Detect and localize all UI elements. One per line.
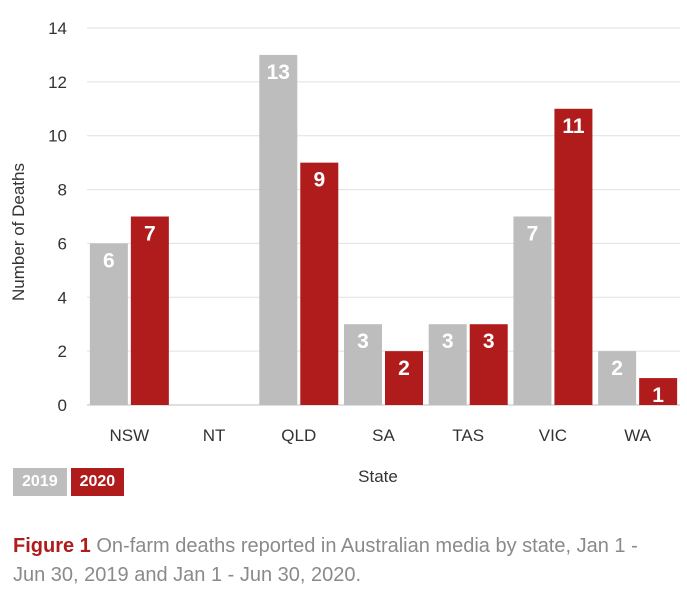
x-tick-label: QLD — [281, 426, 316, 445]
x-tick-label: NSW — [110, 426, 150, 445]
data-label: 7 — [527, 223, 539, 246]
data-label: 1 — [652, 384, 664, 407]
y-tick-label: 10 — [48, 127, 67, 146]
bar-2019-VIC — [513, 216, 552, 405]
y-tick-label: 12 — [48, 73, 67, 92]
bars — [89, 54, 678, 406]
figure-caption: Figure 1 On-farm deaths reported in Aust… — [13, 532, 673, 590]
y-tick-label: 6 — [58, 234, 67, 253]
y-axis-title: Number of Deaths — [9, 163, 28, 301]
bar-2020-NSW — [130, 216, 169, 405]
data-label: 7 — [144, 223, 156, 246]
legend-item-2019: 2019 — [13, 468, 67, 496]
bar-2020-VIC — [554, 108, 593, 406]
bar-2020-TAS — [469, 324, 508, 405]
y-tick-label: 8 — [58, 181, 67, 200]
gridlines — [87, 27, 680, 406]
data-label: 3 — [357, 330, 369, 353]
data-label: 2 — [611, 357, 623, 380]
x-tick-label: VIC — [539, 426, 567, 445]
data-label: 9 — [313, 169, 325, 192]
x-tick-label: NT — [203, 426, 226, 445]
y-tick-label: 0 — [58, 396, 67, 415]
data-label: 13 — [267, 61, 290, 84]
legend: 2019 2020 — [13, 468, 125, 496]
y-tick-label: 4 — [58, 288, 67, 307]
bar-2019-QLD — [259, 54, 298, 406]
caption-label: Figure 1 — [13, 535, 91, 557]
legend-item-2020: 2020 — [70, 468, 125, 496]
data-label: 3 — [442, 330, 454, 353]
bar-2019-NSW — [89, 243, 128, 405]
x-tick-label: TAS — [452, 426, 484, 445]
bar-2019-TAS — [428, 324, 467, 405]
x-tick-label: SA — [372, 426, 395, 445]
x-axis-categories: NSW NT QLD SA TAS VIC WA — [110, 426, 652, 445]
y-axis-ticks: 0 2 4 6 8 10 12 14 — [48, 19, 67, 415]
value-labels: 6 7 13 9 3 2 3 3 7 11 2 1 — [103, 61, 664, 407]
bar-2019-SA — [344, 324, 382, 405]
bar-2020-QLD — [300, 162, 339, 405]
y-tick-label: 2 — [58, 342, 67, 361]
x-axis-title: State — [358, 467, 398, 486]
data-label: 2 — [398, 357, 410, 380]
bar-2020-SA — [385, 351, 423, 405]
data-label: 11 — [562, 115, 585, 138]
caption-text: On-farm deaths reported in Australian me… — [13, 535, 638, 586]
data-label: 6 — [103, 249, 115, 272]
x-tick-label: WA — [624, 426, 651, 445]
y-tick-label: 14 — [48, 19, 67, 38]
bar-2020-WA — [639, 378, 678, 405]
data-label: 3 — [483, 330, 495, 353]
bar-2019-WA — [598, 351, 637, 405]
